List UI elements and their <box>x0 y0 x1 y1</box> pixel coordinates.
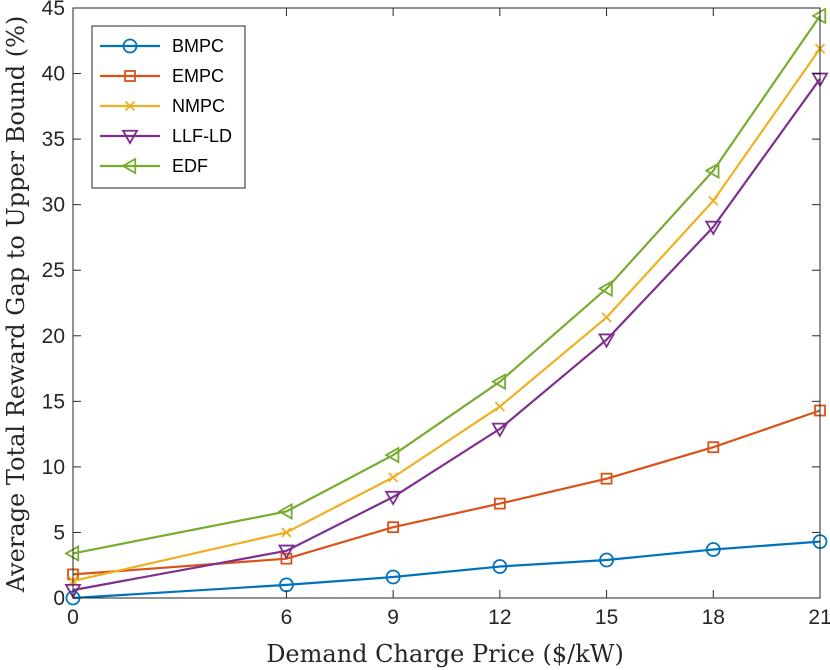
x-tick-label: 21 <box>808 606 830 629</box>
legend-entry-edf: EDF <box>100 156 208 176</box>
series-layer <box>64 7 829 606</box>
legend-entry-empc: EMPC <box>100 66 224 86</box>
legend-marker-empc <box>124 70 136 82</box>
y-tick-label: 45 <box>42 0 65 20</box>
data-point-edf <box>811 7 827 25</box>
data-point-empc <box>280 552 293 565</box>
legend-label-nmpc: NMPC <box>172 96 225 116</box>
data-point-nmpc <box>388 472 399 483</box>
x-tick-label: 12 <box>488 606 511 629</box>
data-point-empc <box>707 441 720 454</box>
legend-entry-nmpc: NMPC <box>100 96 225 116</box>
data-point-nmpc <box>708 195 719 206</box>
legend-entry-bmpc: BMPC <box>100 36 224 56</box>
y-tick-label: 5 <box>53 521 65 544</box>
axes-box <box>72 7 821 599</box>
series-edf <box>64 7 827 562</box>
legend-marker-edf <box>121 157 137 175</box>
x-axis-label: Demand Charge Price ($/kW) <box>266 640 624 668</box>
legend-marker-llf-ld <box>121 129 139 145</box>
y-tick-label: 30 <box>42 194 65 217</box>
legend-label-bmpc: BMPC <box>172 36 224 56</box>
data-point-edf <box>597 280 613 298</box>
x-tick-label: 9 <box>387 606 399 629</box>
x-tick-label: 6 <box>281 606 293 629</box>
legend-label-edf: EDF <box>172 156 208 176</box>
legend-label-empc: EMPC <box>172 66 224 86</box>
data-point-llf-ld <box>704 220 722 236</box>
legend-label-llf-ld: LLF-LD <box>172 126 232 146</box>
legend-marker-nmpc <box>124 100 136 112</box>
data-point-bmpc <box>492 559 508 574</box>
data-point-empc <box>600 472 613 485</box>
data-point-nmpc <box>494 401 505 412</box>
legend-marker-bmpc <box>122 38 138 54</box>
series-line-bmpc <box>72 540 821 600</box>
data-point-llf-ld <box>491 422 509 438</box>
y-tick-label: 20 <box>42 325 65 348</box>
y-tick-label: 25 <box>42 259 65 282</box>
y-axis-label: Average Total Reward Gap to Upper Bound … <box>2 16 30 594</box>
data-point-llf-ld <box>277 544 295 560</box>
legend-entry-llf-ld: LLF-LD <box>100 126 232 146</box>
y-tick-label: 0 <box>53 587 65 610</box>
data-point-edf <box>384 446 400 464</box>
data-point-nmpc <box>281 527 292 538</box>
data-point-bmpc <box>385 569 401 585</box>
data-point-edf <box>491 373 507 391</box>
y-tick-label: 15 <box>42 390 65 413</box>
axes-layer: 0 6 9 12 15 18 21 0 5 10 15 20 25 30 35 40 45 <box>42 0 830 629</box>
x-tick-label: 0 <box>67 606 79 629</box>
x-tick-label: 18 <box>702 606 725 629</box>
y-tick-label: 40 <box>42 63 65 86</box>
y-tick-label: 35 <box>42 128 65 151</box>
data-point-edf <box>704 162 720 180</box>
data-point-nmpc <box>601 312 612 323</box>
series-line-edf <box>72 15 821 555</box>
data-point-bmpc <box>599 552 614 568</box>
data-point-edf <box>277 502 293 521</box>
x-tick-label: 15 <box>595 606 618 629</box>
data-point-llf-ld <box>384 490 402 506</box>
data-point-bmpc <box>705 542 721 557</box>
series-line-llf-ld <box>72 78 821 592</box>
data-point-edf <box>64 544 80 562</box>
data-point-empc <box>493 497 506 510</box>
legend: BMPC EMPC NMPC LLF-LD EDF <box>91 25 246 189</box>
data-point-empc <box>387 521 400 534</box>
data-point-llf-ld <box>598 333 616 349</box>
y-tick-label: 10 <box>42 456 65 479</box>
